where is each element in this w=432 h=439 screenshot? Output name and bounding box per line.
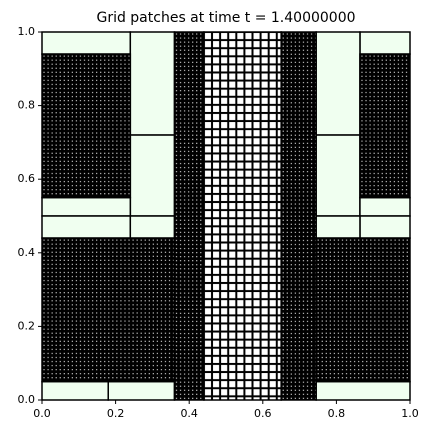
patch: [173, 31, 205, 401]
patch: [41, 237, 176, 383]
plot-frame: [41, 31, 411, 401]
patch: [315, 380, 411, 401]
patch: [315, 134, 361, 217]
patch: [129, 215, 176, 239]
patch: [315, 215, 361, 239]
patch: [107, 380, 176, 401]
patch: [41, 53, 132, 199]
patch: [41, 31, 132, 55]
patch: [129, 134, 176, 217]
x-tick-label: 0.8: [328, 407, 346, 420]
patch: [359, 196, 411, 217]
y-tick-label: 1.0: [18, 25, 36, 38]
x-tick-label: 0.4: [180, 407, 198, 420]
patch: [359, 215, 411, 239]
patch: [359, 31, 411, 55]
y-tick-label: 0.0: [18, 393, 36, 406]
y-tick-label: 0.2: [18, 319, 36, 332]
chart-title: Grid patches at time t = 1.40000000: [96, 10, 355, 26]
patch: [359, 53, 411, 199]
patch: [41, 196, 132, 217]
patch: [315, 237, 411, 383]
y-tick-label: 0.4: [18, 246, 36, 259]
x-tick-label: 0.6: [254, 407, 272, 420]
x-tick-label: 0.0: [33, 407, 51, 420]
patch: [41, 380, 109, 401]
x-tick-label: 1.0: [401, 407, 419, 420]
patch: [203, 31, 282, 401]
patch: [315, 31, 361, 136]
patch: [41, 215, 132, 239]
y-tick-label: 0.6: [18, 172, 36, 185]
patch: [280, 31, 317, 401]
x-tick-label: 0.2: [107, 407, 125, 420]
y-tick-label: 0.8: [18, 99, 36, 112]
patch: [129, 31, 176, 136]
